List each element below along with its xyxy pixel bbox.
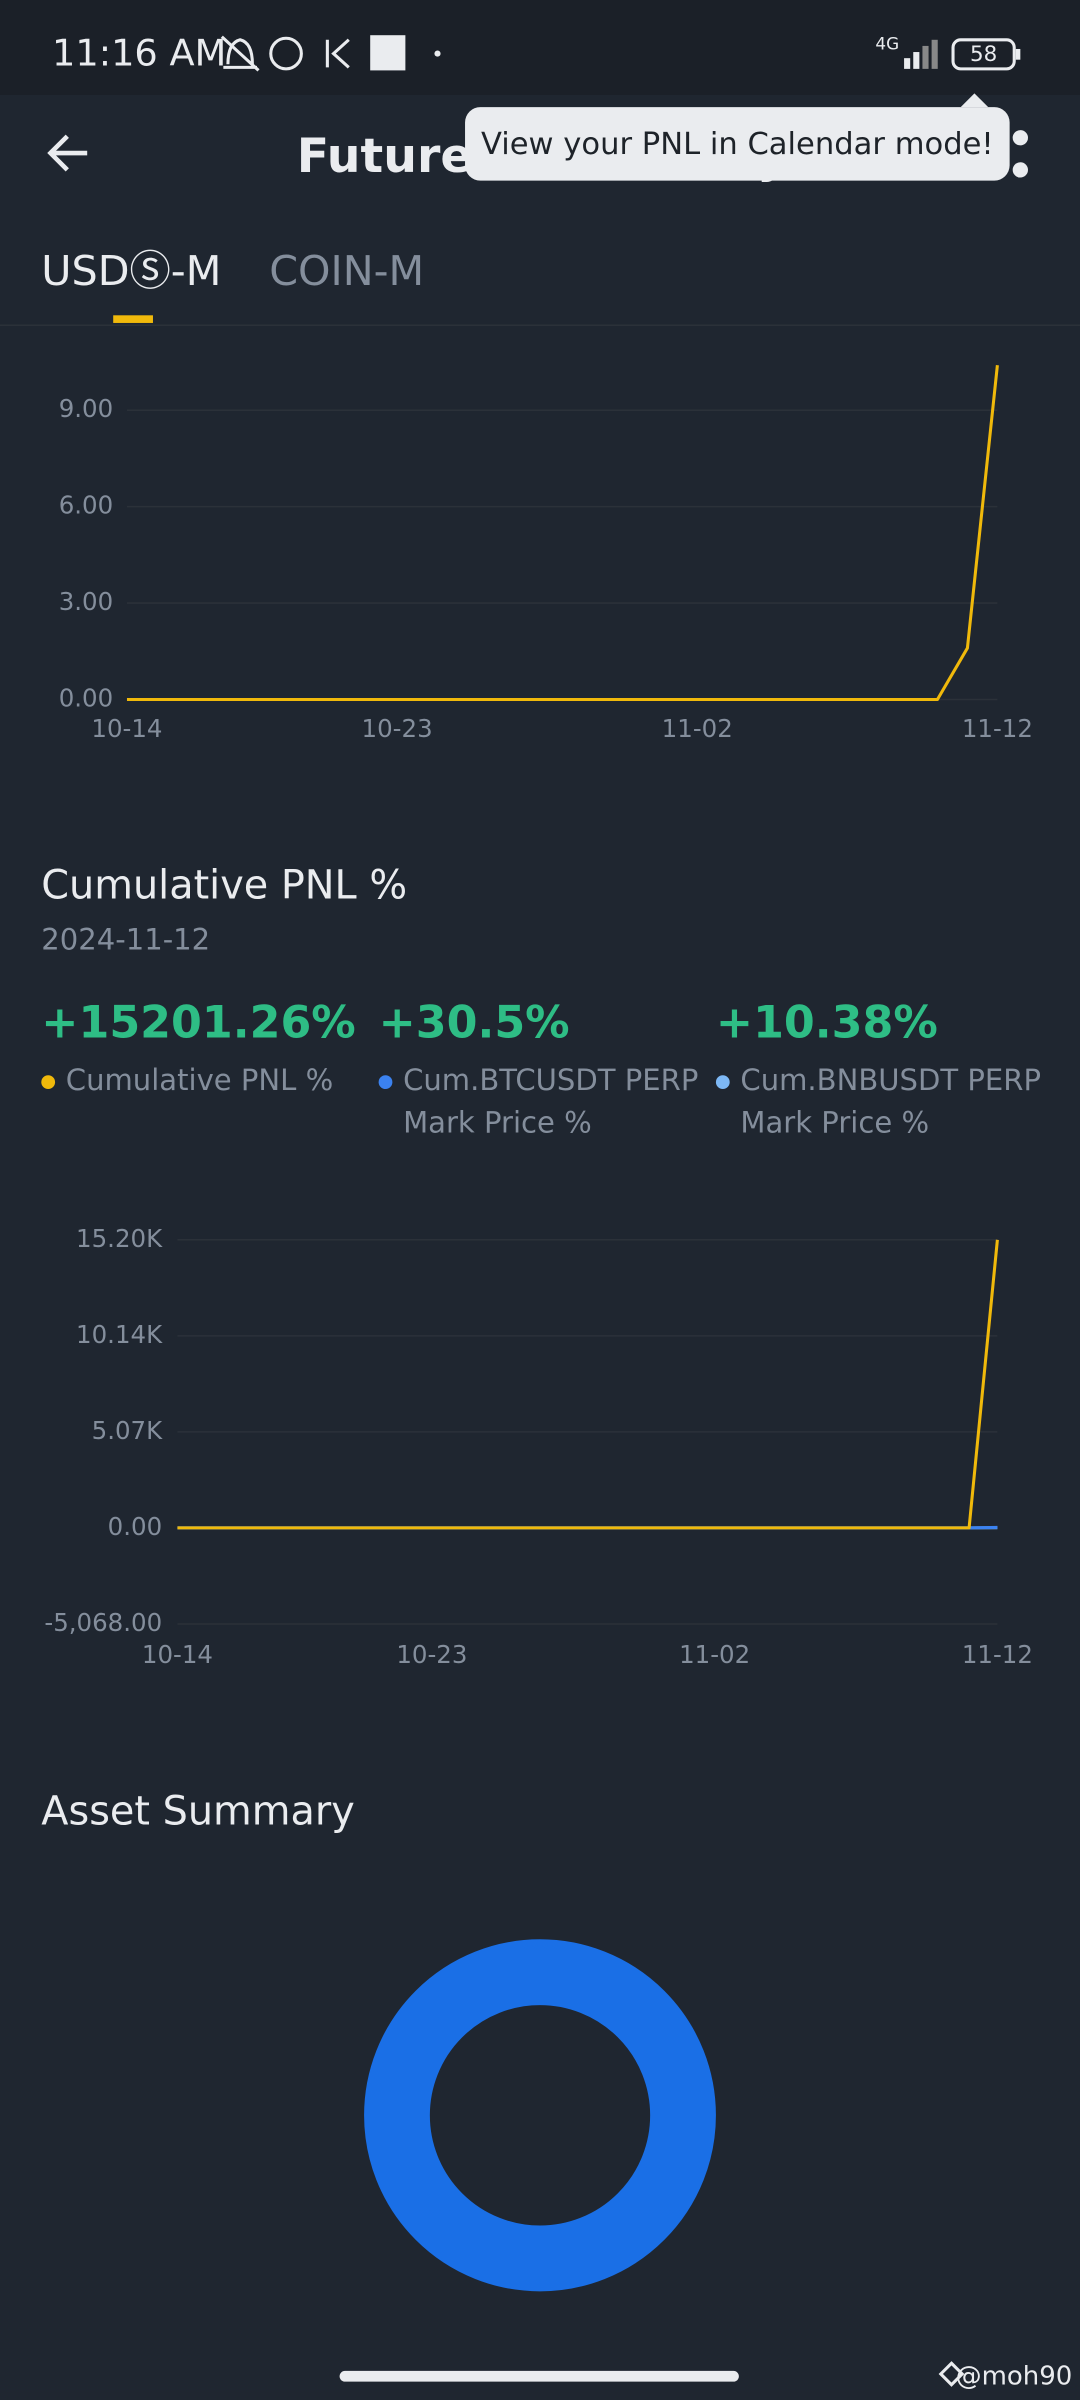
home-indicator bbox=[339, 2370, 739, 2382]
y-tick-label: 0.00 bbox=[108, 1512, 162, 1541]
dot bbox=[434, 50, 441, 57]
x-tick-label: 10-14 bbox=[142, 1640, 213, 1669]
y-tick-label: 15.20K bbox=[76, 1224, 163, 1253]
mute-icon bbox=[220, 35, 260, 72]
x-tick-label: 11-12 bbox=[962, 1640, 1033, 1669]
section-title: Cumulative PNL % bbox=[41, 862, 407, 908]
x-tick-label: 10-23 bbox=[362, 714, 433, 743]
watermark: @moh90 bbox=[956, 2362, 1073, 2392]
app-icon bbox=[269, 36, 303, 71]
legend-label: Cum.BTCUSDT PERP Mark Price % bbox=[403, 1063, 699, 1141]
series-total: +10.38% bbox=[716, 998, 938, 1049]
series-total: +15201.26% bbox=[41, 998, 355, 1049]
legend-label: Cum.BNBUSDT PERP Mark Price % bbox=[740, 1063, 1042, 1141]
legend-swatch bbox=[715, 1075, 730, 1090]
x-tick-label: 11-12 bbox=[962, 714, 1033, 743]
tab[interactable]: USDⓈ-M bbox=[41, 247, 221, 295]
back-button[interactable] bbox=[47, 134, 88, 172]
x-tick-label: 11-02 bbox=[679, 1640, 750, 1669]
line-series bbox=[177, 1239, 999, 1530]
battery-tip bbox=[1015, 48, 1021, 60]
y-tick-label: 10.14K bbox=[76, 1320, 163, 1349]
date: 2024-11-12 bbox=[41, 922, 210, 956]
legend-item: Cum.BTCUSDT PERP Mark Price % bbox=[403, 1063, 699, 1141]
status-icons bbox=[220, 35, 350, 72]
legend-label: Cumulative PNL % bbox=[65, 1063, 334, 1098]
y-tick-label: -5,068.00 bbox=[44, 1608, 162, 1637]
tooltip[interactable] bbox=[465, 107, 1010, 181]
donut-chart bbox=[364, 1939, 716, 2292]
legend-swatch bbox=[41, 1075, 56, 1090]
series-total: +30.5% bbox=[379, 998, 570, 1049]
y-tick-label: 0.00 bbox=[59, 683, 113, 712]
line-series bbox=[126, 365, 999, 702]
y-tick-label: 6.00 bbox=[59, 491, 113, 520]
legend: +15201.26% Cumulative PNL % +30.5% Cum.BTCU… bbox=[41, 998, 1042, 1141]
x-tick-label: 11-02 bbox=[662, 714, 733, 743]
tooltip-text: View your PNL in Calendar mode! bbox=[481, 127, 994, 162]
legend-swatch bbox=[378, 1075, 393, 1090]
watermark-icon bbox=[938, 2361, 965, 2387]
x-tick-label: 10-23 bbox=[396, 1640, 467, 1669]
app-icon bbox=[325, 38, 350, 69]
tooltip-arrow bbox=[960, 93, 989, 108]
status-bar bbox=[0, 0, 1080, 95]
legend-item: Cum.BNBUSDT PERP Mark Price % bbox=[740, 1063, 1042, 1141]
clock: 11:16 AM bbox=[52, 32, 226, 75]
app-icon bbox=[370, 35, 406, 71]
section-title: Asset Summary bbox=[41, 1788, 354, 1834]
legend-item: Cumulative PNL % bbox=[65, 1063, 334, 1098]
cumulative-chart: -5,068.00 0.00 5.07K 10.14K 15.20K 10-14 10-23… bbox=[44, 1224, 1033, 1669]
y-tick-label: 3.00 bbox=[59, 587, 113, 616]
signal bbox=[904, 39, 938, 69]
battery bbox=[951, 38, 1016, 71]
x-tick-label: 10-14 bbox=[91, 714, 162, 743]
y-tick-label: 5.07K bbox=[92, 1416, 163, 1445]
network: 4G bbox=[875, 33, 899, 53]
battery-level: 58 bbox=[970, 42, 997, 67]
pnl-chart: 0.00 3.00 6.00 9.00 10-14 10-23 11-02 11-12 bbox=[59, 365, 1033, 743]
tab[interactable]: COIN-M bbox=[269, 247, 424, 295]
y-tick-label: 9.00 bbox=[59, 394, 113, 423]
tab-indicator bbox=[113, 315, 153, 323]
